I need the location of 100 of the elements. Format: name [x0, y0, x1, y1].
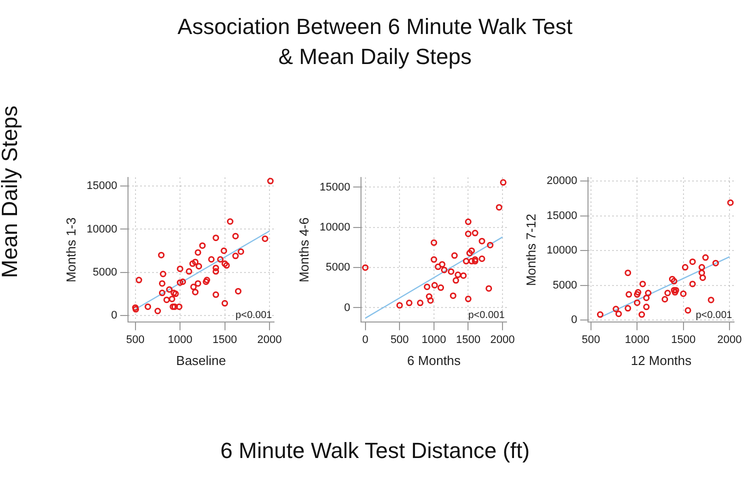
y-tick-label: 10000: [320, 221, 350, 234]
point: [615, 310, 622, 318]
y-tick-label: 0: [111, 309, 118, 322]
point: [662, 296, 668, 303]
point: [451, 252, 458, 259]
y-tick-label: 5000: [552, 279, 578, 292]
point: [689, 258, 696, 265]
point: [158, 290, 166, 296]
y-tick-label: 10000: [86, 223, 118, 236]
point: [223, 262, 230, 269]
point: [464, 230, 472, 238]
point: [160, 270, 166, 278]
point: [192, 258, 199, 266]
point: [192, 288, 199, 296]
point: [478, 238, 486, 244]
text: Association Between 6 Minute Walk Test & Mean Daily Steps: [176, 13, 574, 71]
point: [440, 266, 448, 274]
point: [430, 256, 438, 263]
point: [639, 280, 646, 288]
point: [194, 249, 202, 256]
point: [176, 266, 184, 272]
point: [466, 250, 473, 256]
point: [464, 218, 472, 226]
point: [624, 305, 632, 312]
point: [682, 264, 688, 271]
y-axis-title: Months 1-3: [63, 217, 78, 282]
point: [638, 311, 646, 318]
point: [396, 302, 403, 309]
point: [163, 296, 170, 304]
point: [199, 242, 206, 249]
point: [460, 272, 467, 279]
x-tick-label: 2000: [257, 334, 282, 346]
point: [680, 290, 687, 297]
point: [596, 311, 604, 318]
annotation: p<0.001: [468, 310, 506, 321]
point: [496, 204, 502, 211]
point: [430, 239, 438, 246]
point: [486, 242, 494, 248]
point: [668, 276, 676, 282]
y-tick-label: 15000: [546, 210, 578, 222]
point: [132, 304, 139, 311]
point: [486, 285, 492, 292]
point: [158, 252, 165, 258]
point: [132, 306, 140, 313]
point: [452, 277, 460, 284]
point: [194, 280, 202, 287]
point: [212, 264, 220, 272]
point: [434, 264, 442, 270]
y-tick-label: 15000: [320, 181, 350, 194]
point: [670, 286, 678, 294]
point: [232, 232, 239, 240]
point: [220, 248, 228, 254]
point: [462, 258, 470, 264]
point: [226, 218, 234, 225]
y-tick-label: 15000: [86, 180, 118, 192]
point: [702, 254, 709, 261]
point: [708, 296, 714, 304]
point: [136, 276, 142, 284]
point: [406, 300, 412, 306]
y-tick-label: 0: [344, 302, 350, 314]
point: [262, 235, 268, 242]
y-tick-label: 20000: [546, 175, 578, 188]
x-tick-label: 0: [362, 334, 368, 346]
point: [190, 284, 197, 290]
point: [362, 264, 369, 271]
x-tick-label: 1000: [168, 334, 192, 346]
point: [468, 258, 475, 264]
point: [478, 255, 486, 262]
point: [634, 291, 640, 298]
y-tick-label: 10000: [546, 244, 578, 257]
point: [212, 268, 220, 275]
point: [208, 256, 215, 263]
point: [212, 234, 220, 242]
point: [438, 261, 446, 268]
x-tick-label: 2000: [490, 334, 515, 346]
x-axis-title: 12 Months: [630, 352, 692, 368]
point: [644, 290, 652, 296]
text: 6 Minute Walk Test Distance (ft): [219, 438, 531, 464]
point: [189, 260, 196, 267]
point: [643, 294, 650, 302]
point: [222, 300, 228, 307]
point: [624, 270, 632, 276]
point: [454, 272, 462, 278]
annotation: p<0.001: [696, 310, 733, 321]
point: [500, 179, 506, 186]
point: [634, 299, 640, 306]
x-tick-label: 500: [126, 334, 145, 346]
point: [186, 268, 192, 275]
x-tick-label: 1500: [212, 334, 238, 346]
point: [154, 308, 161, 314]
point: [672, 289, 678, 296]
x-tick-label: 500: [390, 334, 409, 346]
y-axis-title: Months 7-12: [523, 214, 538, 286]
point: [698, 264, 706, 271]
x-axis-title: 6 Months: [407, 352, 462, 368]
x-tick-label: 1500: [456, 334, 480, 346]
point: [176, 279, 184, 286]
point: [222, 260, 228, 267]
y-tick-label: 5000: [326, 262, 350, 274]
point: [168, 296, 176, 302]
